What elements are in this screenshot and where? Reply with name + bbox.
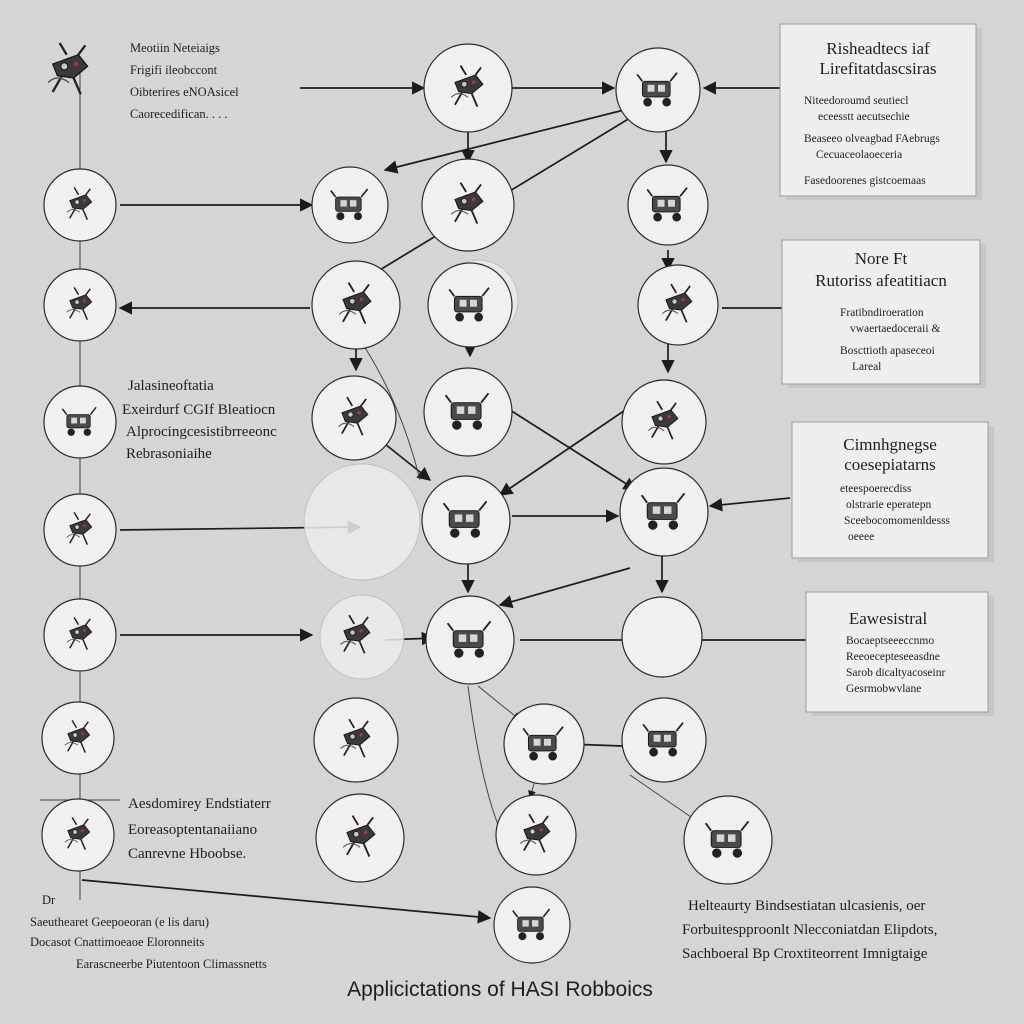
edge-curve-n8-n14	[359, 339, 421, 481]
node-bottom-center[interactable]	[493, 886, 571, 964]
header-line-4: Caorecedifican. . . .	[130, 107, 228, 121]
robot-nodes	[41, 41, 773, 964]
left-mid-line-2: Exeirdurf CGIf Bleatiocn	[122, 402, 276, 418]
node-left-r2[interactable]	[43, 168, 117, 242]
node-left-r4[interactable]	[43, 385, 117, 459]
bottom-left-line-1: Dr	[42, 893, 56, 907]
card-3-item-2: olstrarie eperatepn	[846, 499, 931, 511]
bottom-left-line-3: Docasot Cnattimoeaoe Eloronneits	[30, 935, 204, 949]
node-right-r3[interactable]	[637, 264, 719, 346]
node-row1-right-robot[interactable]	[615, 47, 701, 133]
node-left-r8[interactable]	[41, 798, 115, 872]
node-right-r2[interactable]	[627, 164, 709, 246]
bottom-right-line-3: Sachboeral Bp Croxtiteorrent Imnigtaige	[682, 946, 928, 962]
card-1-item-4: Cecuaceolaoeceria	[816, 149, 902, 161]
node-center-r2b[interactable]	[421, 158, 515, 252]
node-right-r7[interactable]	[621, 697, 707, 783]
node-center-r7a[interactable]	[313, 697, 399, 783]
left-lower-line-2: Eoreasoptentanaiiano	[128, 822, 257, 838]
bottom-left-text: Dr Saeuthearet Geepoeoran (e lis daru) D…	[30, 893, 267, 971]
left-mid-text: Jalasineoftatia Exeirdurf CGIf Bleatiocn…	[122, 378, 277, 462]
node-center-r4b[interactable]	[423, 367, 513, 457]
node-left-r7[interactable]	[41, 701, 115, 775]
bottom-left-line-4: Earascneerbe Piutentoon Climassnetts	[76, 957, 267, 971]
card-4-item-1: Bocaeptseeeccnmo	[846, 635, 934, 647]
card-4-item-2: Reeoecepteseeasdne	[846, 651, 940, 663]
left-lower-line-3: Canrevne Hboobse.	[128, 846, 246, 862]
card-4-item-3: Sarob dicaltyacoseinr	[846, 667, 945, 679]
edge-left-to-n24	[81, 879, 492, 924]
node-left-r6[interactable]	[43, 598, 117, 672]
card-1-item-5: Fasedoorenes gistcoemaas	[804, 175, 926, 187]
card-2-item-2: vwaertaedoceraii &	[850, 323, 940, 335]
header-line-1: Meotiin Neteiaigs	[130, 41, 220, 55]
card-1-title-2: Lirefitatdascsiras	[819, 59, 936, 78]
card-1-item-2: eceesstt aecutsechie	[818, 111, 910, 123]
node-center-r8a[interactable]	[315, 793, 405, 883]
edge-box3-to-n15	[708, 497, 791, 512]
edge-n2-to-n4	[383, 109, 625, 174]
edge-n17-to-n19	[477, 685, 521, 721]
card-4-item-4: Gesrmobwvlane	[846, 683, 921, 695]
bottom-right-line-2: Forbuitespproonlt Nlecconiatdan Elipdots…	[682, 922, 937, 938]
small-robot-icon-left	[46, 41, 89, 96]
edge-n12-to-n15	[509, 409, 638, 491]
info-card-4: Eawesistral Bocaeptseeeccnmo Reeoeceptes…	[805, 591, 994, 716]
card-4-title-1: Eawesistral	[849, 609, 928, 628]
node-center-r4a[interactable]	[311, 375, 397, 461]
bottom-right-text: Helteaurty Bindsestiatan ulcasienis, oer…	[682, 898, 937, 962]
node-right-r4[interactable]	[621, 379, 707, 465]
info-card-3: Cimnhgnegse coesepiatarns eteespoerecdis…	[791, 421, 994, 562]
edge-curve-n17-n22	[467, 685, 501, 831]
node-center-r6b[interactable]	[425, 595, 515, 685]
node-right-r8[interactable]	[683, 795, 773, 885]
node-right-r6[interactable]	[621, 596, 703, 678]
node-center-r2a[interactable]	[311, 166, 389, 244]
card-2-item-4: Lareal	[852, 361, 881, 373]
bottom-right-line-1: Helteaurty Bindsestiatan ulcasienis, oer	[688, 898, 925, 914]
left-mid-line-4: Rebrasoniaihe	[126, 446, 212, 462]
card-1-item-1: Niteedoroumd seutiecl	[804, 95, 908, 107]
info-card-1: Risheadtecs iaf Lirefitatdascsiras Nitee…	[779, 23, 982, 200]
header-line-3: Oibterires eNOAsicel	[130, 85, 239, 99]
node-center-r3a[interactable]	[311, 260, 401, 350]
node-left-r3[interactable]	[43, 268, 117, 342]
edge-n11-to-n14	[379, 439, 432, 481]
node-center-r5[interactable]	[421, 475, 511, 565]
node-left-r5[interactable]	[43, 493, 117, 567]
card-3-item-4: oeeee	[848, 531, 874, 543]
edge-n13-to-n14	[498, 399, 641, 496]
node-center-r3b[interactable]	[427, 262, 513, 348]
card-2-item-1: Fratibndiroeration	[840, 307, 924, 319]
edge-n15-to-n17	[498, 567, 631, 609]
card-1-title-1: Risheadtecs iaf	[826, 39, 930, 58]
header-line-2: Frigifi ileobccont	[130, 63, 218, 77]
node-center-r7b[interactable]	[503, 703, 585, 785]
node-row1-left-robot[interactable]	[423, 43, 513, 133]
card-2-title-2: Rutoriss afeatitiacn	[815, 271, 947, 290]
left-lower-line-1: Aesdomirey Endstiaterr	[128, 796, 271, 812]
header-left-text: Meotiin Neteiaigs Frigifi ileobccont Oib…	[130, 41, 239, 121]
card-3-title-2: coesepiatarns	[844, 455, 936, 474]
bottom-left-line-2: Saeuthearet Geepoeoran (e lis daru)	[30, 915, 209, 929]
faint-node-a	[303, 463, 421, 581]
left-mid-line-3: Alprocingcesistibrreeonc	[126, 424, 277, 440]
node-right-r5[interactable]	[619, 467, 709, 557]
card-3-item-3: Sceebocomomenldesss	[844, 515, 951, 527]
connector-arrows	[40, 81, 824, 924]
card-2-item-3: Boscttioth apaseceoi	[840, 345, 935, 357]
left-lower-text: Aesdomirey Endstiaterr Eoreasoptentanaii…	[128, 796, 271, 862]
card-1-item-3: Beaseeo olveagbad FAebrugs	[804, 133, 940, 145]
card-2-title-1: Nore Ft	[855, 249, 908, 268]
info-card-2: Nore Ft Rutoriss afeatitiacn Fratibndiro…	[781, 239, 986, 388]
node-center-r8b[interactable]	[495, 794, 577, 876]
left-mid-line-1: Jalasineoftatia	[128, 378, 214, 394]
card-3-item-1: eteespoerecdiss	[840, 483, 912, 495]
card-3-title-1: Cimnhgnegse	[843, 435, 937, 454]
diagram-title: Applicictations of HASI Robboics	[347, 978, 653, 1001]
